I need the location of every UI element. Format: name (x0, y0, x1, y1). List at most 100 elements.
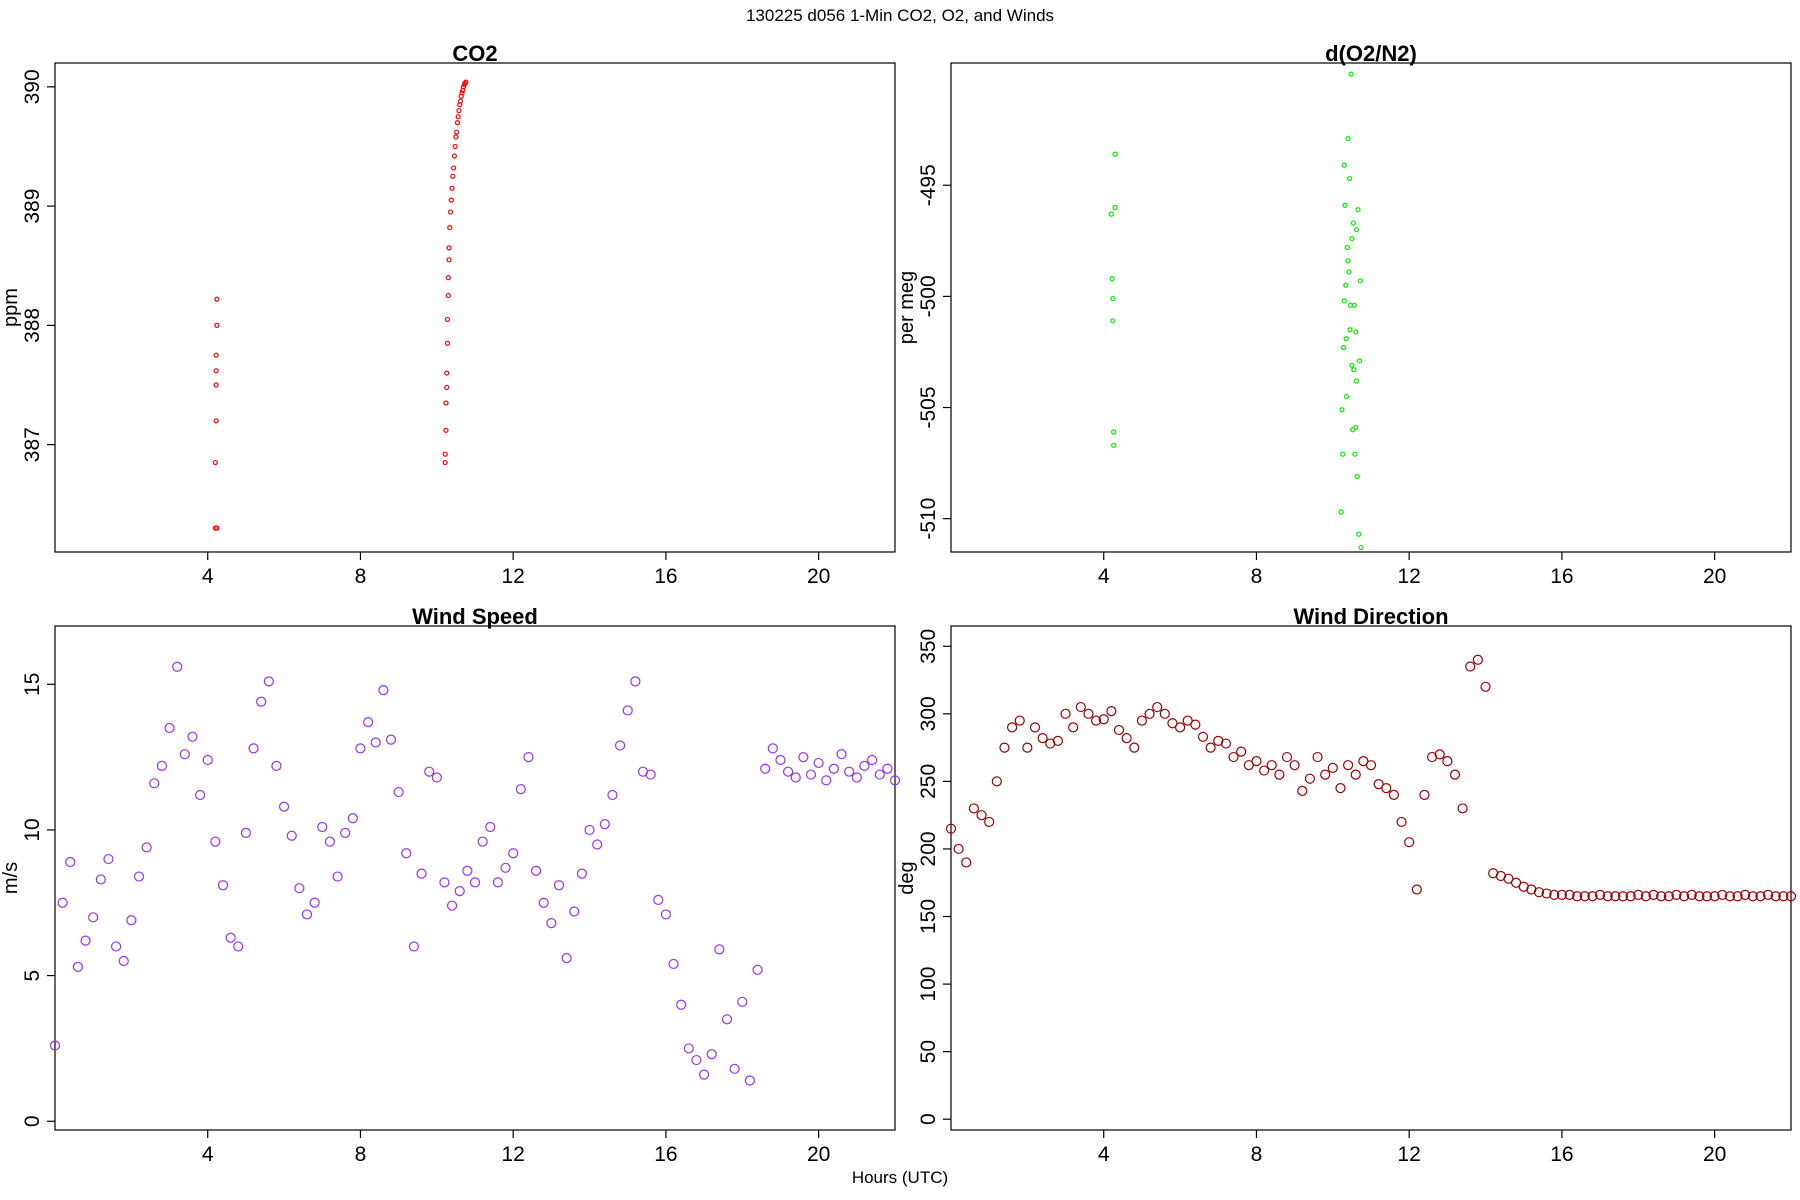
o2-point (1350, 220, 1357, 226)
wind-direction-y-tick-label: 150 (917, 899, 940, 934)
wind-direction-point (1274, 769, 1285, 780)
o2-point (1347, 175, 1353, 182)
wind-direction-point (1251, 756, 1262, 767)
o2-point (1108, 211, 1114, 217)
wind-speed-point (80, 935, 91, 946)
wind-direction-point (1602, 891, 1613, 902)
wind-direction-point (1236, 746, 1247, 757)
wind-direction-point (1228, 751, 1239, 763)
o2-point (1109, 276, 1115, 282)
wind-speed-point (546, 918, 557, 929)
wind-speed-point (614, 740, 626, 751)
wind-direction-x-tick-label: 20 (1703, 1143, 1726, 1166)
wind-direction-point (1006, 722, 1018, 733)
co2-point (212, 459, 218, 466)
co2-point (455, 114, 461, 120)
o2-point (1340, 344, 1347, 351)
co2-point (449, 185, 455, 191)
co2-point (445, 292, 451, 299)
o2-panel: d(O2/N2) 4 8 12 16 20 -510 -505 -500 -495 per meg (896, 41, 1792, 588)
wind-direction-point (976, 810, 987, 821)
co2-point (213, 368, 219, 374)
wind-direction-point (1365, 760, 1377, 771)
o2-point (1343, 336, 1349, 342)
o2-point (1357, 278, 1363, 284)
wind-speed-point (179, 749, 190, 760)
o2-point (1353, 227, 1360, 233)
wind-speed-point (401, 848, 412, 859)
o2-point (1343, 393, 1350, 400)
wind-direction-plot-frame (950, 625, 1792, 1131)
o2-point (1353, 329, 1359, 335)
wind-speed-point (523, 751, 534, 763)
wind-direction-point (1587, 891, 1598, 902)
wind-direction-point (1678, 891, 1690, 902)
co2-x-tick-label: 8 (355, 565, 367, 588)
wind-direction-point (968, 803, 980, 814)
wind-speed-point (95, 874, 106, 885)
wind-direction-point (1350, 769, 1361, 780)
wind-speed-point (194, 789, 206, 801)
wind-direction-point (1335, 783, 1346, 794)
wind-direction-point (945, 823, 957, 834)
co2-point (446, 257, 452, 263)
wind-direction-point (1106, 706, 1117, 717)
co2-point (451, 153, 457, 159)
o2-point (1355, 207, 1361, 213)
o2-point (1351, 367, 1357, 373)
wind-direction-point (1717, 889, 1728, 900)
wind-speed-point (454, 886, 465, 897)
wind-speed-point (653, 894, 664, 905)
wind-direction-y-axis-label: deg (896, 861, 918, 894)
co2-point (442, 451, 448, 457)
wind-speed-point (133, 871, 145, 882)
wind-speed-point (569, 906, 580, 917)
wind-direction-point (1747, 891, 1758, 902)
o2-point (1338, 509, 1344, 515)
co2-y-tick-label: 390 (21, 69, 44, 104)
wind-speed-point (187, 731, 198, 742)
wind-speed-point (256, 696, 267, 707)
wind-speed-point (263, 676, 274, 687)
wind-direction-point (1258, 765, 1270, 776)
co2-point (444, 316, 451, 323)
wind-speed-point (271, 760, 282, 771)
wind-direction-y-tick-label: 200 (917, 831, 940, 866)
co2-point (444, 384, 450, 391)
wind-speed-point (798, 751, 809, 763)
wind-direction-y-tick-label: 300 (917, 696, 940, 731)
wind-direction-point (1503, 873, 1514, 884)
wind-speed-point (775, 754, 786, 766)
wind-direction-point (1770, 891, 1781, 902)
wind-speed-point (217, 880, 229, 891)
wind-speed-point (668, 958, 679, 970)
wind-speed-point (508, 848, 519, 859)
wind-direction-point (1396, 816, 1407, 828)
wind-direction-point (1404, 837, 1415, 848)
wind-direction-point (1075, 701, 1086, 713)
wind-direction-point (1136, 715, 1148, 726)
wind-speed-point (530, 865, 542, 876)
wind-speed-point (844, 766, 855, 777)
co2-y-axis-label: ppm (0, 288, 22, 327)
wind-direction-point (1312, 751, 1323, 763)
wind-speed-point (485, 821, 496, 833)
wind-direction-point (1190, 719, 1201, 730)
o2-x-tick-label: 4 (1098, 565, 1110, 588)
wind-speed-point (782, 766, 794, 777)
wind-direction-point (1694, 891, 1705, 902)
wind-speed-point (874, 769, 885, 780)
wind-direction-point (991, 776, 1002, 787)
wind-direction-point (1052, 735, 1064, 746)
wind-speed-x-tick-label: 8 (355, 1143, 367, 1166)
co2-x-tick-label: 16 (654, 565, 677, 588)
wind-speed-point (332, 871, 343, 882)
wind-speed-point (851, 772, 862, 783)
wind-speed-point (599, 819, 610, 830)
wind-speed-point (744, 1075, 756, 1086)
wind-speed-point (698, 1069, 710, 1080)
co2-point (445, 275, 451, 281)
co2-point (454, 129, 460, 135)
wind-direction-title: Wind Direction (1293, 604, 1448, 629)
o2-y-tick-label: -510 (917, 498, 940, 540)
